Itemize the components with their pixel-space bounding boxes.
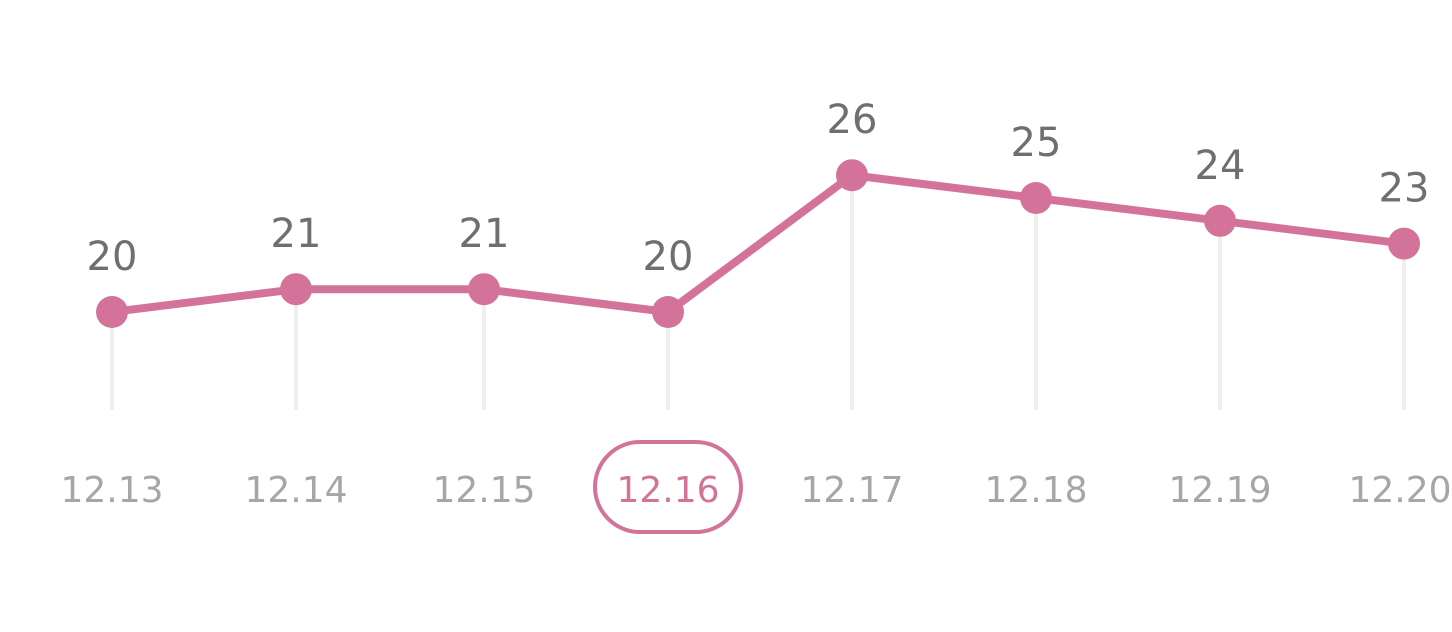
data-point[interactable] (280, 273, 312, 306)
x-axis-label-selected[interactable]: 12.16 (616, 470, 719, 511)
value-label: 20 (87, 234, 138, 280)
series-line (108, 171, 1408, 316)
data-point[interactable] (1388, 227, 1420, 260)
x-axis-labels: 12.13 12.14 12.15 12.16 12.17 12.18 12.19 12.20 (60, 470, 1451, 511)
data-point[interactable] (836, 159, 868, 192)
value-label: 20 (643, 234, 694, 280)
x-axis-label[interactable]: 12.15 (432, 470, 535, 511)
guide-lines (110, 175, 1406, 410)
selection-layer (593, 440, 743, 534)
value-label: 26 (827, 97, 878, 143)
x-axis-label[interactable]: 12.19 (1168, 470, 1271, 511)
x-axis-label[interactable]: 12.20 (1348, 470, 1451, 511)
x-axis-label[interactable]: 12.18 (984, 470, 1087, 511)
value-labels: 20 21 21 20 26 25 24 23 (87, 97, 1430, 280)
series-line-group (108, 171, 1408, 316)
value-label: 21 (459, 211, 510, 257)
data-point[interactable] (468, 273, 500, 306)
x-axis-label[interactable]: 12.13 (60, 470, 163, 511)
data-point[interactable] (96, 296, 128, 328)
x-axis-label[interactable]: 12.17 (800, 470, 903, 511)
value-label: 25 (1011, 120, 1062, 166)
data-point[interactable] (1204, 204, 1236, 237)
value-label: 23 (1379, 166, 1430, 212)
x-axis-label[interactable]: 12.14 (244, 470, 347, 511)
data-point[interactable] (1020, 182, 1052, 214)
data-points (96, 159, 1420, 328)
value-label: 24 (1195, 143, 1246, 189)
selected-date-pill[interactable] (593, 440, 743, 534)
data-point[interactable] (652, 296, 684, 328)
value-label: 21 (271, 211, 322, 257)
